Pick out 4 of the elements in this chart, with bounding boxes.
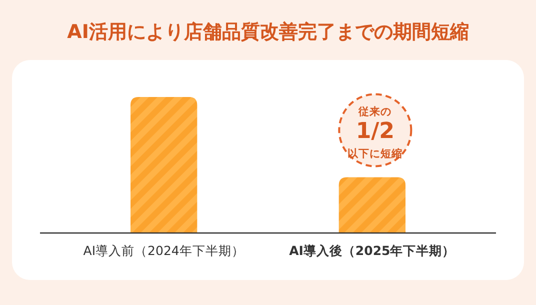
annotation: 従来の 1/2 以下に短縮 bbox=[348, 105, 403, 160]
x-tick-label: AI導入後（2025年下半期） bbox=[289, 243, 456, 258]
chart-title: AI活用により店舗品質改善完了までの期間短縮 bbox=[67, 21, 469, 43]
x-tick-label: AI導入前（2024年下半期） bbox=[83, 243, 244, 258]
